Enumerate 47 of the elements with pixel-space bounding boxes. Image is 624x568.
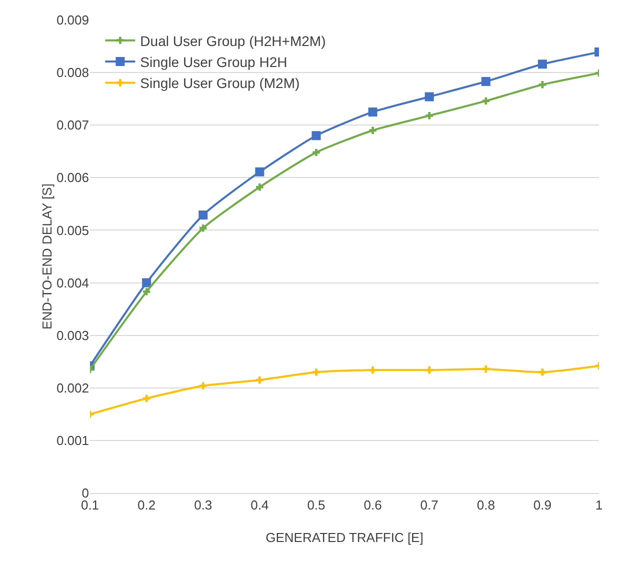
point: [538, 81, 546, 88]
point: [426, 112, 433, 120]
y-tick-label: 0.002: [56, 380, 89, 396]
y-tick-label: 0.006: [56, 170, 89, 186]
point: [538, 368, 546, 376]
x-axis-title: GENERATED TRAFFIC [E]: [266, 530, 424, 545]
point: [200, 224, 207, 232]
point: [424, 92, 434, 102]
y-axis-title: END-TO-END DELAY [S]: [39, 184, 54, 330]
point: [256, 376, 264, 384]
x-tick-label: 0.6: [364, 498, 382, 513]
x-tick-label: 0.2: [138, 498, 156, 513]
point: [312, 148, 320, 156]
x-tick-label: 0.5: [307, 498, 326, 513]
y-tick-label: 0.005: [56, 222, 89, 238]
x-tick-label: 0.3: [194, 498, 212, 513]
legend-label: Single User Group (M2M): [140, 75, 300, 92]
point: [142, 278, 152, 288]
y-tick-label: 0.007: [56, 118, 89, 133]
point: [369, 366, 376, 374]
x-tick-label: 1: [595, 498, 603, 513]
point: [198, 210, 208, 220]
point: [200, 382, 207, 390]
point: [426, 366, 433, 374]
x-tick-label: 0.9: [533, 498, 552, 513]
point: [256, 184, 264, 191]
y-tick-label: 0.003: [56, 328, 89, 343]
y-tick-label: 0.004: [56, 275, 89, 290]
y-tick-label: 0.001: [56, 432, 89, 448]
y-tick-label: 0.009: [56, 12, 89, 28]
x-tick-label: 0.8: [476, 498, 495, 513]
point: [482, 97, 490, 105]
point: [481, 76, 490, 86]
point: [255, 167, 264, 176]
point: [312, 368, 320, 376]
legend-label: Dual User Group (H2H+M2M): [140, 32, 326, 49]
point: [142, 394, 150, 402]
point: [538, 60, 547, 69]
point: [368, 107, 378, 116]
point: [312, 131, 321, 140]
legend-label: Single User Group H2H: [140, 54, 288, 70]
point: [142, 288, 150, 296]
point: [482, 365, 490, 373]
x-tick-label: 0.7: [420, 498, 438, 513]
y-tick-label: 0.008: [56, 65, 89, 80]
x-tick-label: 0.4: [250, 498, 269, 513]
point: [369, 126, 376, 134]
